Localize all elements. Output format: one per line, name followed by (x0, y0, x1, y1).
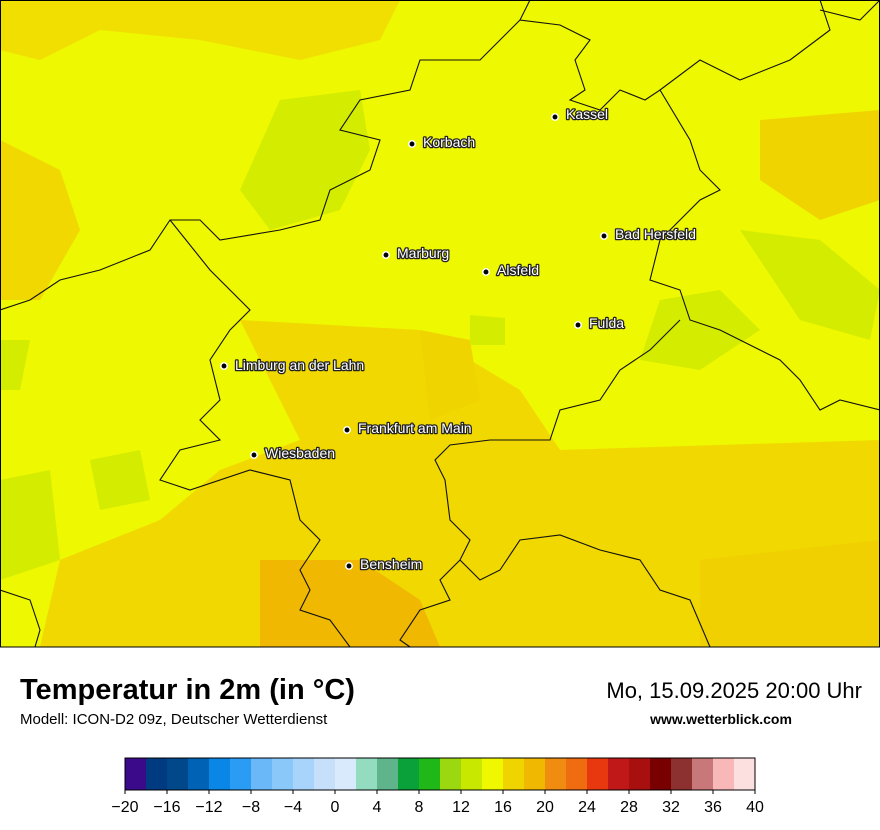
colorbar-tick-label: 4 (373, 799, 382, 816)
city-dot (220, 362, 228, 370)
title: Temperatur in 2m (in °C) (20, 674, 355, 706)
colorbar: −20 −16 −12 −8 −4 0 4 8 12 16 20 24 28 32 36 40 (111, 757, 764, 816)
city-dot (250, 451, 258, 459)
city-dot (600, 232, 608, 240)
colorbar-bin (314, 758, 335, 790)
colorbar-bin (692, 758, 713, 790)
colorbar-frame (124, 757, 756, 791)
city-label: Alsfeld (497, 262, 539, 278)
colorbar-bin (461, 758, 482, 790)
city-dot (382, 251, 390, 259)
colorbar-bin (209, 758, 230, 790)
colorbar-tick-label: −4 (284, 799, 302, 816)
city-dot (551, 113, 559, 121)
colorbar-tick-label: −16 (153, 799, 180, 816)
colorbar-tick-label: 16 (494, 799, 512, 816)
colorbar-tick-label: −8 (242, 799, 260, 816)
colorbar-bin (482, 758, 503, 790)
colorbar-bin (587, 758, 608, 790)
colorbar-tick-label: 20 (536, 799, 554, 816)
city-label: Korbach (423, 134, 475, 150)
city-label: Limburg an der Lahn (235, 357, 364, 373)
colorbar-tick-label: 28 (620, 799, 638, 816)
colorbar-bin (293, 758, 314, 790)
colorbar-bin (146, 758, 167, 790)
colorbar-bin (671, 758, 692, 790)
colorbar-bin (545, 758, 566, 790)
colorbar-bin (167, 758, 188, 790)
colorbar-bin (440, 758, 461, 790)
city-label: Marburg (397, 245, 449, 261)
city-label: Bensheim (360, 556, 422, 572)
datetime: Mo, 15.09.2025 20:00 Uhr (606, 678, 862, 703)
city-label: Bad Hersfeld (615, 226, 696, 242)
city-markers: Kassel Korbach Marburg Alsfeld Bad Hersf… (220, 105, 697, 573)
borders (0, 0, 880, 648)
colorbar-bin (356, 758, 377, 790)
colorbar-tick-label: −12 (195, 799, 222, 816)
colorbar-tick-label: 12 (452, 799, 470, 816)
colorbar-bin (713, 758, 734, 790)
colorbar-bin (230, 758, 251, 790)
city-dot (408, 140, 416, 148)
colorbar-tick-label: 8 (415, 799, 424, 816)
colorbar-tick-label: −20 (111, 799, 138, 816)
city-dot (345, 562, 353, 570)
colorbar-bin (608, 758, 629, 790)
city-dot (343, 426, 351, 434)
city-dot (574, 321, 582, 329)
colorbar-bin (566, 758, 587, 790)
colorbar-bin (377, 758, 398, 790)
colorbar-bin (419, 758, 440, 790)
colorbar-bin (335, 758, 356, 790)
colorbar-bin (524, 758, 545, 790)
colorbar-bin (188, 758, 209, 790)
colorbar-bin (503, 758, 524, 790)
colorbar-bin (734, 758, 755, 790)
website: www.wetterblick.com (649, 711, 792, 727)
city-label: Kassel (566, 106, 608, 122)
city-label: Wiesbaden (265, 445, 335, 461)
colorbar-bin (125, 758, 146, 790)
colorbar-tick-label: 0 (331, 799, 340, 816)
colorbar-tick-label: 40 (746, 799, 764, 816)
temperature-field (0, 0, 880, 647)
colorbar-bin (251, 758, 272, 790)
colorbar-bin (272, 758, 293, 790)
colorbar-bin (650, 758, 671, 790)
city-label: Frankfurt am Main (358, 420, 472, 436)
city-label: Fulda (589, 315, 624, 331)
city-dot (482, 268, 490, 276)
colorbar-tick-label: 36 (704, 799, 722, 816)
colorbar-bin (629, 758, 650, 790)
colorbar-bin (398, 758, 419, 790)
colorbar-tick-label: 24 (578, 799, 596, 816)
subtitle: Modell: ICON-D2 09z, Deutscher Wetterdie… (20, 711, 328, 728)
colorbar-tick-label: 32 (662, 799, 680, 816)
